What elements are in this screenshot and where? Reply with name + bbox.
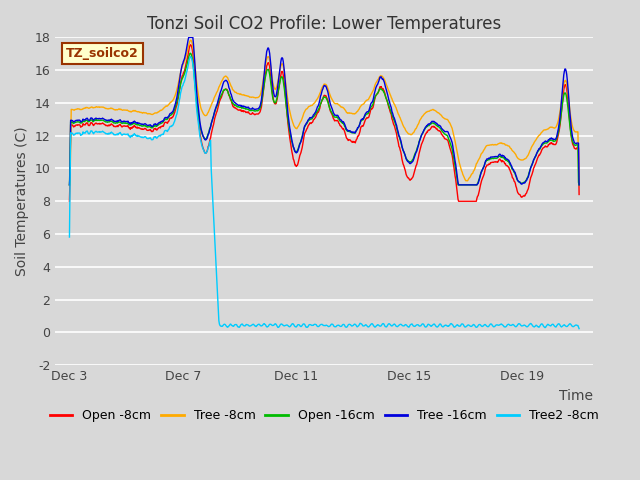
Legend: Open -8cm, Tree -8cm, Open -16cm, Tree -16cm, Tree2 -8cm: Open -8cm, Tree -8cm, Open -16cm, Tree -… <box>45 404 604 427</box>
Text: TZ_soilco2: TZ_soilco2 <box>66 47 139 60</box>
Title: Tonzi Soil CO2 Profile: Lower Temperatures: Tonzi Soil CO2 Profile: Lower Temperatur… <box>147 15 501 33</box>
Y-axis label: Soil Temperatures (C): Soil Temperatures (C) <box>15 126 29 276</box>
X-axis label: Time: Time <box>559 389 593 403</box>
